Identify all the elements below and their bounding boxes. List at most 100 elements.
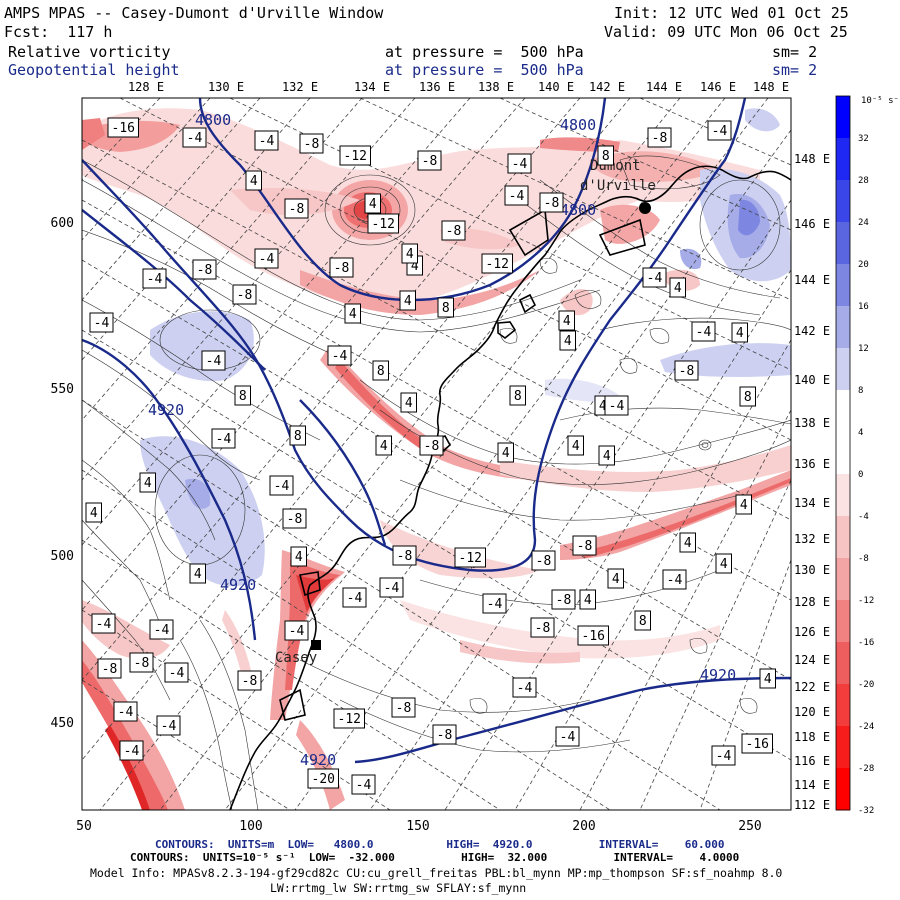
vorticity-contour-label: -4 (509, 189, 525, 204)
vorticity-contour-label: -8 (289, 202, 305, 217)
vorticity-label-box (432, 724, 457, 745)
vorticity-contour-label: -4 (696, 325, 712, 340)
right-lon-label: 146 E (794, 217, 830, 231)
vorticity-label-box (269, 475, 294, 496)
vorticity-contour-label: 4 (349, 307, 357, 322)
vorticity-contour-label: -4 (259, 252, 275, 267)
vorticity-label-box (339, 145, 371, 166)
vorticity-label-box (119, 740, 144, 761)
right-lon-label: 116 E (794, 754, 830, 768)
vorticity-contour-label: -8 (544, 196, 560, 211)
vorticity-label-box (85, 502, 102, 523)
vorticity-contour-label: 4 (684, 536, 692, 551)
height-contour-label: 4920 (220, 576, 256, 594)
colorbar-tick-label: 28 (858, 176, 869, 186)
vorticity-label-box (399, 290, 416, 311)
top-lon-label: 144 E (646, 80, 682, 94)
vorticity-contour-label: -4 (94, 316, 110, 331)
colorbar-frame (835, 95, 851, 811)
vorticity-label-box (634, 610, 651, 631)
vorticity-contour-label: -4 (347, 591, 363, 606)
vorticity-contour-label: -8 (396, 701, 412, 716)
vorticity-contour-label: -4 (517, 681, 533, 696)
vorticity-label-box (715, 553, 732, 574)
vorticity-contour-label: -12 (338, 712, 361, 727)
vorticity-contour-label: -4 (667, 573, 683, 588)
x-tick-label: 250 (738, 819, 761, 834)
vorticity-label-box (707, 120, 732, 141)
colorbar-swatch (836, 180, 850, 223)
height-contour-label: 4920 (148, 401, 184, 419)
vorticity-label-box (284, 198, 309, 219)
vorticity-label-box (691, 321, 716, 342)
y-axis-labels: 600 550 500 450 (51, 216, 74, 731)
vorticity-contour-label: -8 (397, 549, 413, 564)
vorticity-contour-label: -8 (536, 554, 552, 569)
vorticity-contour-label: 8 (442, 301, 450, 316)
vorticity-contour-label: 4 (144, 476, 152, 491)
colorbar-swatch (836, 642, 850, 685)
top-lon-label: 138 E (478, 80, 514, 94)
vorticity-contour-label: -4 (124, 744, 140, 759)
colorbar-swatch (836, 306, 850, 349)
vorticity-label-box (572, 535, 597, 556)
vorticity-label-box (597, 145, 614, 166)
right-longitude-labels: 148 E 146 E 144 E 142 E 140 E 138 E 136 E 134 E… (794, 152, 830, 812)
vorticity-contour-label: -8 (446, 224, 462, 239)
place-label: d'Urville (580, 178, 656, 194)
colorbar-swatch (836, 138, 850, 181)
vorticity-contour-label: 8 (514, 389, 522, 404)
field1-pressure: at pressure = 500 hPa (385, 43, 584, 61)
vorticity-label-box (555, 726, 580, 747)
vorticity-contour-label: -4 (118, 705, 134, 720)
height-contour-info: CONTOURS: UNITS=m LOW= 4800.0 HIGH= 4920… (155, 838, 725, 851)
vorticity-contour-label: -16 (746, 737, 769, 752)
vorticity-contour-label: -4 (96, 617, 112, 632)
vorticity-contour-label: -8 (304, 137, 320, 152)
vorticity-contour-label: -4 (154, 623, 170, 638)
vorticity-label-box (711, 745, 736, 766)
vorticity-label-box (674, 360, 699, 381)
vorticity-label-box (290, 546, 307, 567)
vorticity-label-box (89, 312, 114, 333)
colorbar-tick-label: -24 (858, 722, 874, 732)
vorticity-contour-label: -8 (287, 512, 303, 527)
vorticity-label-box (192, 259, 217, 280)
vorticity-label-box (327, 345, 352, 366)
colorbar-swatch (836, 558, 850, 601)
vorticity-contour-label: 4 (194, 567, 202, 582)
vorticity-label-box (598, 445, 615, 466)
vorticity-label-box (735, 494, 752, 515)
vorticity-contour-label: -12 (344, 149, 367, 164)
height-contour-label: 4920 (300, 751, 336, 769)
x-axis-labels: 50 100 150 200 250 (76, 819, 762, 834)
vorticity-label-box (254, 248, 279, 269)
vorticity-label-box (558, 310, 575, 331)
vorticity-contour-label: -8 (242, 674, 258, 689)
vorticity-contour-label: -8 (652, 131, 668, 146)
colorbar-swatch (836, 222, 850, 265)
vorticity-contour-label: -4 (487, 597, 503, 612)
vorticity-label-box (113, 701, 138, 722)
vorticity-label-box (739, 386, 756, 407)
colorbar-tick-label: -4 (858, 512, 869, 522)
right-lon-label: 128 E (794, 595, 830, 609)
top-lon-label: 134 E (354, 80, 390, 94)
vorticity-label-box (419, 435, 444, 456)
vorticity-label-box (441, 220, 466, 241)
vorticity-label-box (417, 150, 442, 171)
colorbar-swatch (836, 96, 850, 139)
vorticity-label-box (437, 297, 454, 318)
vorticity-contour-label: -8 (134, 656, 150, 671)
vorticity-contour-label: -4 (332, 349, 348, 364)
vorticity-contour-label: 8 (602, 149, 610, 164)
vorticity-label-box (669, 277, 686, 298)
vorticity-contour-label: 8 (639, 614, 647, 629)
vorticity-label-box (731, 322, 748, 343)
vorticity-label-box (481, 253, 513, 274)
vorticity-contour-label: -4 (356, 778, 372, 793)
vorticity-label-box (232, 284, 257, 305)
colorbar-tick-label: 8 (858, 386, 863, 396)
